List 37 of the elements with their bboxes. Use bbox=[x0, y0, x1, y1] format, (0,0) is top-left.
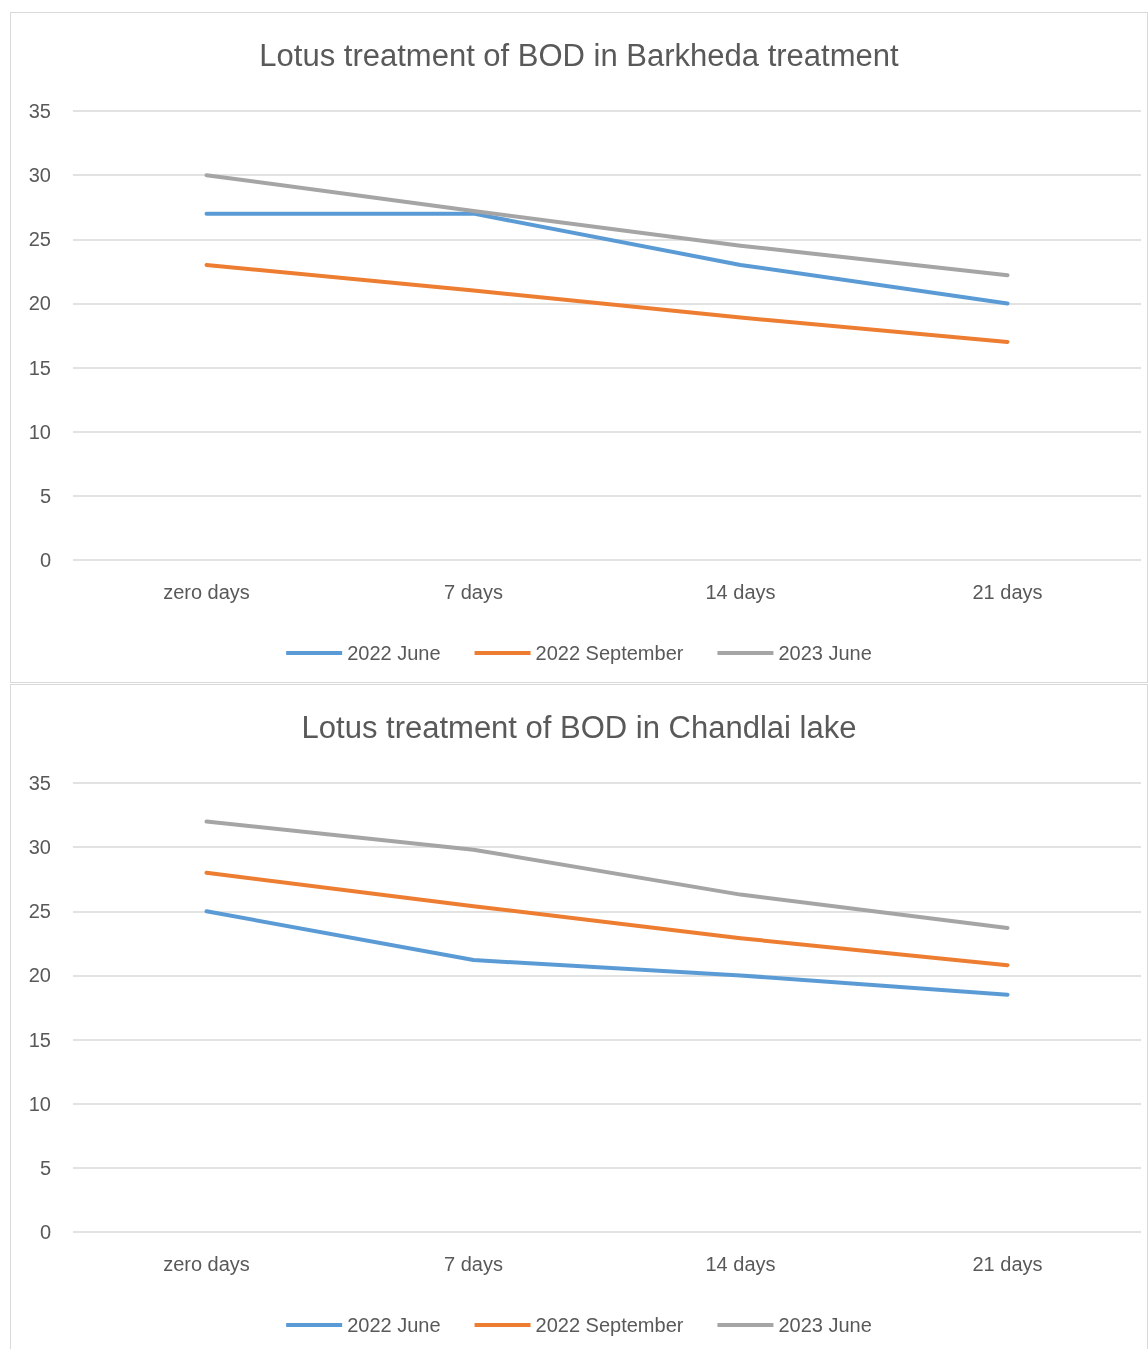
legend-label: 2022 September bbox=[535, 1314, 684, 1336]
x-tick-label: 14 days bbox=[705, 1253, 776, 1275]
line-series bbox=[204, 819, 1010, 930]
x-tick-label: zero days bbox=[163, 581, 250, 603]
x-tick-label: 7 days bbox=[444, 581, 503, 603]
line-series bbox=[204, 909, 1010, 997]
chart-title: Lotus treatment of BOD in Chandlai lake bbox=[301, 710, 857, 745]
x-tick-label: 21 days bbox=[972, 581, 1043, 603]
y-tick-label: 5 bbox=[39, 1156, 51, 1179]
legend-label: 2022 June bbox=[347, 642, 441, 664]
y-tick-label: 20 bbox=[28, 964, 51, 987]
legend-label: 2023 June bbox=[778, 1314, 872, 1336]
y-tick-label: 0 bbox=[39, 1221, 51, 1243]
y-tick-label: 0 bbox=[39, 549, 51, 571]
y-tick-label: 15 bbox=[28, 1028, 51, 1051]
x-tick-label: 21 days bbox=[972, 1253, 1043, 1275]
y-tick-label: 25 bbox=[28, 228, 51, 251]
y-tick-label: 20 bbox=[28, 292, 51, 315]
y-tick-label: 10 bbox=[28, 1092, 51, 1115]
y-tick-label: 15 bbox=[28, 356, 51, 379]
y-tick-label: 25 bbox=[28, 900, 51, 923]
line-series bbox=[204, 870, 1010, 968]
x-tick-label: 14 days bbox=[705, 581, 776, 603]
legend-label: 2022 June bbox=[347, 1314, 441, 1336]
x-tick-label: zero days bbox=[163, 1253, 250, 1275]
legend-label: 2022 September bbox=[535, 642, 684, 664]
y-tick-label: 30 bbox=[28, 164, 51, 187]
legend-label: 2023 June bbox=[778, 642, 872, 664]
y-tick-label: 30 bbox=[28, 836, 51, 859]
chart-title: Lotus treatment of BOD in Barkheda treatment bbox=[259, 38, 900, 73]
y-tick-label: 10 bbox=[28, 420, 51, 443]
line-series bbox=[204, 173, 1010, 278]
y-tick-label: 35 bbox=[28, 100, 51, 122]
x-tick-label: 7 days bbox=[444, 1253, 503, 1275]
y-tick-label: 35 bbox=[28, 772, 51, 794]
y-tick-label: 5 bbox=[39, 484, 51, 507]
line-series bbox=[204, 262, 1010, 344]
